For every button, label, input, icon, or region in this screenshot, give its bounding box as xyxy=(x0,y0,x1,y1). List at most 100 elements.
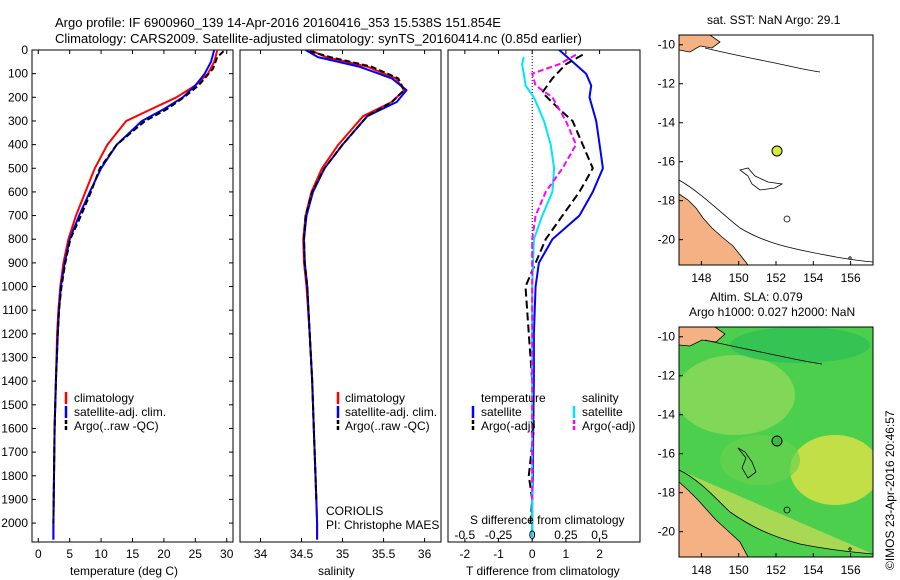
temperature-series-argo xyxy=(52,50,225,524)
sst-map-lat-label: -16 xyxy=(658,155,676,169)
sla-map-shelf xyxy=(679,469,873,555)
sst-map-title: sat. SST: NaN Argo: 29.1 xyxy=(707,13,841,27)
sla-map-axes: 148 150 152 154 156 -10 -12 -14 -16 -18 -20 xyxy=(658,330,861,577)
temperature-x-axis: 0 5 10 15 20 25 30 xyxy=(35,50,234,561)
s-difference-tick-label: 0.25 xyxy=(554,528,578,542)
difference-xtick-label: 1 xyxy=(563,547,570,561)
institution-label: CORIOLIS xyxy=(326,504,383,518)
sla-map-reefs xyxy=(737,447,757,479)
sst-map-reefs xyxy=(739,167,784,191)
depth-tick-label: 400 xyxy=(8,138,28,152)
depth-tick-label: 2000 xyxy=(1,516,28,530)
depth-tick-label: 1500 xyxy=(1,398,28,412)
depth-tick-label: 1300 xyxy=(1,351,28,365)
depth-tick-label: 300 xyxy=(8,114,28,128)
sla-map-panel: Altim. SLA: 0.079 Argo h1000: 0.027 h200… xyxy=(658,290,874,577)
t-difference-label: T difference from climatology xyxy=(466,564,620,578)
sla-map-lat-label: -18 xyxy=(658,486,676,500)
depth-tick-label: 0 xyxy=(21,43,28,57)
sst-map-islands xyxy=(704,47,821,73)
sla-map-lat-label: -14 xyxy=(658,408,676,422)
sla-map-lon-label: 156 xyxy=(841,563,861,577)
salinity-diff-scale: -0.5 -0.25 0 0.25 0.5 xyxy=(454,528,608,542)
sst-map-panel: sat. SST: NaN Argo: 29.1 148 150 152 154 156… xyxy=(658,13,874,285)
depth-tick-label: 700 xyxy=(8,209,28,223)
salinity-xtick-label: 34 xyxy=(254,547,268,561)
sst-map-reef-small xyxy=(783,215,791,223)
s-difference-tick-label: 0.5 xyxy=(591,528,608,542)
difference-x-axis: -2 -1 0 1 2 xyxy=(460,50,603,561)
difference-lines xyxy=(521,50,604,538)
sst-map-coastlines xyxy=(679,35,873,265)
legend-header-salinity: salinity xyxy=(582,391,619,405)
salinity-xtick-label: 36 xyxy=(418,547,432,561)
sla-map-reef-small xyxy=(783,506,791,514)
sst-map-lat-label: -18 xyxy=(658,194,676,208)
sla-anomaly-mid xyxy=(720,435,800,485)
legend-s-satellite: satellite xyxy=(582,405,623,419)
depth-tick-label: 200 xyxy=(8,90,28,104)
temperature-panel: 0100200300400500600700800900100011001200… xyxy=(1,43,640,578)
sst-map-lat-label: -14 xyxy=(658,116,676,130)
depth-tick-label: 600 xyxy=(8,185,28,199)
depth-axis: 0 100 200 300 400 500 600 700 800 900 1000 1100 1200… xyxy=(1,43,640,530)
sst-map-lon-label: 148 xyxy=(691,271,711,285)
salinity-x-axis: 34 34.5 35 35.5 36 xyxy=(254,50,432,561)
depth-tick-label: 900 xyxy=(8,256,28,270)
salinity-xtick-label: 35.5 xyxy=(372,547,396,561)
salinity-xtick-label: 34.5 xyxy=(290,547,314,561)
temperature-legend: climatology satellite-adj. clim. Argo(..… xyxy=(64,391,166,433)
salinity-lines xyxy=(302,50,408,540)
difference-xtick-label: 2 xyxy=(596,547,603,561)
legend-climatology: climatology xyxy=(74,391,134,405)
temperature-xtick-label: 10 xyxy=(94,547,108,561)
sst-map-lat-label: -12 xyxy=(658,77,676,91)
temperature-xtick-label: 20 xyxy=(157,547,171,561)
depth-tick-label: 1100 xyxy=(2,303,28,317)
difference-legend: temperature salinity satellite Argo(-adj… xyxy=(471,391,635,433)
sst-map-lon-label: 150 xyxy=(729,271,749,285)
title-line-1: Argo profile: IF 6900960_139 14-Apr-2016… xyxy=(55,15,501,30)
salinity-legend: climatology satellite-adj. clim. Argo(..… xyxy=(336,391,437,433)
depth-tick-label: 1000 xyxy=(1,280,28,294)
temperature-xtick-label: 15 xyxy=(126,547,140,561)
difference-series-salinity-argo xyxy=(531,53,577,500)
sla-map-lon-label: 148 xyxy=(691,563,711,577)
difference-xtick-label: -2 xyxy=(460,547,471,561)
temperature-xtick-label: 5 xyxy=(66,547,73,561)
sla-map-australia xyxy=(679,481,749,557)
s-difference-tick-label: -0.25 xyxy=(485,528,513,542)
difference-xtick-label: 0 xyxy=(529,547,536,561)
difference-plot-frame xyxy=(447,49,641,543)
sla-anomaly-high-east xyxy=(790,435,873,505)
s-difference-tick-label: 0 xyxy=(529,528,536,542)
pi-label: PI: Christophe MAES xyxy=(326,518,439,532)
temperature-plot-frame xyxy=(31,49,234,543)
salinity-panel: 34 34.5 35 35.5 36 salinity climatology sate… xyxy=(239,49,442,578)
sla-map-lon-label: 152 xyxy=(766,563,786,577)
temperature-xtick-label: 25 xyxy=(189,547,203,561)
legend-t-satellite: satellite xyxy=(481,405,522,419)
salinity-xtick-label: 35 xyxy=(336,547,350,561)
temperature-xlabel: temperature (deg C) xyxy=(70,564,178,578)
salinity-xlabel: salinity xyxy=(318,564,355,578)
sla-map-lat-label: -10 xyxy=(658,330,676,344)
sst-map-lon-label: 152 xyxy=(766,271,786,285)
legend-t-argo: Argo(-adj) xyxy=(481,419,534,433)
temperature-lines xyxy=(52,50,225,540)
depth-tick-label: 800 xyxy=(8,232,28,246)
sst-map-axes: 148 150 152 154 156 -10 -12 -14 -16 -18 -20 xyxy=(658,38,861,285)
sst-map-australia xyxy=(679,193,749,265)
depth-tick-label: 100 xyxy=(8,67,28,81)
difference-series-temperature-argo xyxy=(524,53,594,524)
depth-tick-label: 1700 xyxy=(1,445,28,459)
salinity-series-argo xyxy=(303,50,406,500)
imos-stamp: ©IMOS 23-Apr-2016 20:46:57 xyxy=(883,410,897,570)
difference-panel: -2 -1 0 1 2 S difference from climatology -0… xyxy=(447,49,641,578)
s-difference-tick-label: -0.5 xyxy=(454,528,475,542)
temperature-xtick-label: 30 xyxy=(220,547,234,561)
sal-legend-satellite: satellite-adj. clim. xyxy=(345,405,437,419)
sal-legend-argo: Argo(..raw -QC) xyxy=(345,419,430,433)
sst-map-lat-label: -10 xyxy=(658,38,676,52)
